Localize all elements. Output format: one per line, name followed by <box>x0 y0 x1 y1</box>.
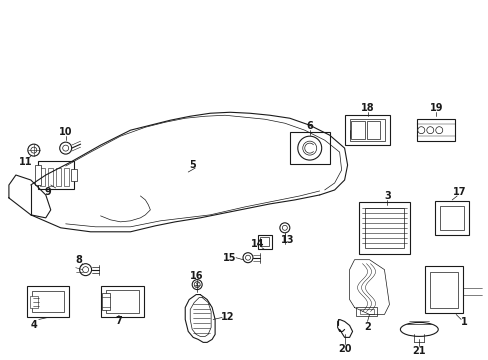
Text: 18: 18 <box>360 103 374 113</box>
Bar <box>32 291 63 312</box>
Text: 9: 9 <box>44 187 51 197</box>
Text: 1: 1 <box>460 318 467 328</box>
Text: 13: 13 <box>281 235 294 245</box>
Text: 19: 19 <box>428 103 442 113</box>
Text: 7: 7 <box>115 316 122 327</box>
Bar <box>35 165 41 185</box>
Circle shape <box>417 127 424 134</box>
Bar <box>366 121 380 139</box>
Text: 15: 15 <box>223 253 236 263</box>
Bar <box>56 168 61 186</box>
Text: 21: 21 <box>412 346 425 356</box>
Text: 8: 8 <box>75 255 82 265</box>
Text: 5: 5 <box>188 160 195 170</box>
Text: 6: 6 <box>306 121 312 131</box>
Bar <box>260 237 269 246</box>
Circle shape <box>245 255 250 260</box>
Circle shape <box>435 127 442 134</box>
Circle shape <box>60 142 72 154</box>
Text: 14: 14 <box>251 239 264 249</box>
Bar <box>349 119 385 141</box>
Bar <box>101 285 144 318</box>
Circle shape <box>31 147 37 153</box>
Bar <box>429 272 457 307</box>
Bar <box>355 306 377 316</box>
Bar <box>38 161 74 189</box>
Circle shape <box>282 225 287 230</box>
Bar <box>416 119 454 141</box>
Circle shape <box>28 144 40 156</box>
Circle shape <box>302 141 316 155</box>
Text: 2: 2 <box>364 323 370 332</box>
Bar <box>425 266 462 314</box>
Bar <box>350 121 364 139</box>
Bar <box>64 168 69 186</box>
Bar <box>30 296 38 307</box>
Bar <box>27 285 68 318</box>
Circle shape <box>426 127 433 134</box>
Text: 12: 12 <box>221 312 234 323</box>
Circle shape <box>192 280 202 289</box>
Bar <box>358 202 409 254</box>
Circle shape <box>243 253 252 263</box>
Circle shape <box>80 264 91 276</box>
Text: 10: 10 <box>59 127 72 137</box>
Bar <box>439 206 463 230</box>
Circle shape <box>279 223 289 233</box>
Text: 11: 11 <box>19 157 33 167</box>
Bar <box>105 289 139 314</box>
Text: 4: 4 <box>30 320 37 330</box>
Bar <box>364 208 404 248</box>
Bar <box>434 201 468 235</box>
Circle shape <box>82 267 88 273</box>
Circle shape <box>62 145 68 151</box>
Text: 3: 3 <box>383 191 390 201</box>
Bar <box>40 168 45 186</box>
Text: 17: 17 <box>452 187 466 197</box>
Bar <box>71 169 77 181</box>
Bar <box>359 309 373 315</box>
Bar <box>289 132 329 164</box>
Text: 20: 20 <box>337 345 351 354</box>
Bar <box>102 293 109 310</box>
Circle shape <box>297 136 321 160</box>
Text: 16: 16 <box>190 271 203 281</box>
Bar <box>344 115 389 145</box>
Bar <box>48 168 53 186</box>
Circle shape <box>194 282 200 288</box>
Bar <box>258 235 271 249</box>
